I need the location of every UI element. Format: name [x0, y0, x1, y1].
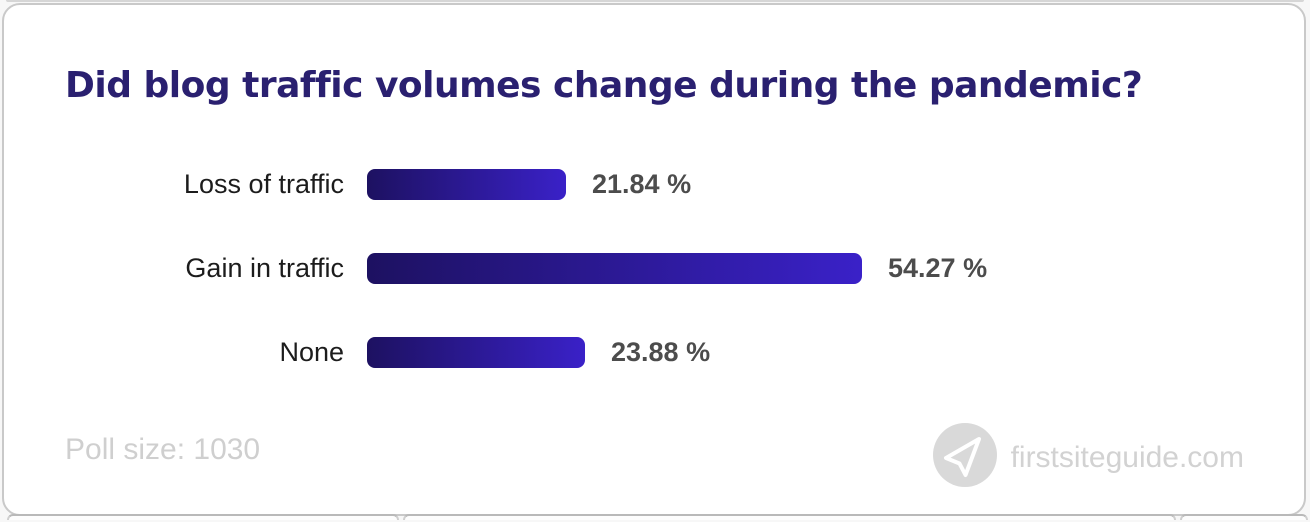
value-label: 23.88 % [611, 336, 711, 367]
chart-rows: Loss of traffic 21.84 % Gain in traffic … [4, 168, 1304, 368]
bar [367, 252, 862, 284]
previous-card-edge [6, 0, 1304, 2]
category-label: Loss of traffic [183, 168, 344, 199]
poll-size-label: Poll size: 1030 [65, 433, 261, 466]
chart-card: Did blog traffic volumes change during t… [2, 3, 1306, 516]
bar [367, 336, 585, 368]
category-label: Gain in traffic [185, 252, 344, 283]
watermark: firstsiteguide.com [932, 423, 1244, 492]
category-label: None [279, 336, 344, 367]
next-card-edge [403, 514, 1176, 520]
chart-row: Loss of traffic 21.84 % [4, 168, 1304, 200]
value-label: 21.84 % [592, 168, 692, 199]
chart-title: Did blog traffic volumes change during t… [65, 65, 1143, 107]
chart-row: None 23.88 % [4, 336, 1304, 368]
value-label: 54.27 % [888, 252, 988, 283]
paper-plane-icon [932, 423, 997, 492]
next-card-edge [7, 514, 399, 520]
next-card-edge [1180, 514, 1308, 520]
bar [367, 168, 566, 200]
chart-row: Gain in traffic 54.27 % [4, 252, 1304, 284]
watermark-text: firstsiteguide.com [1010, 440, 1244, 474]
